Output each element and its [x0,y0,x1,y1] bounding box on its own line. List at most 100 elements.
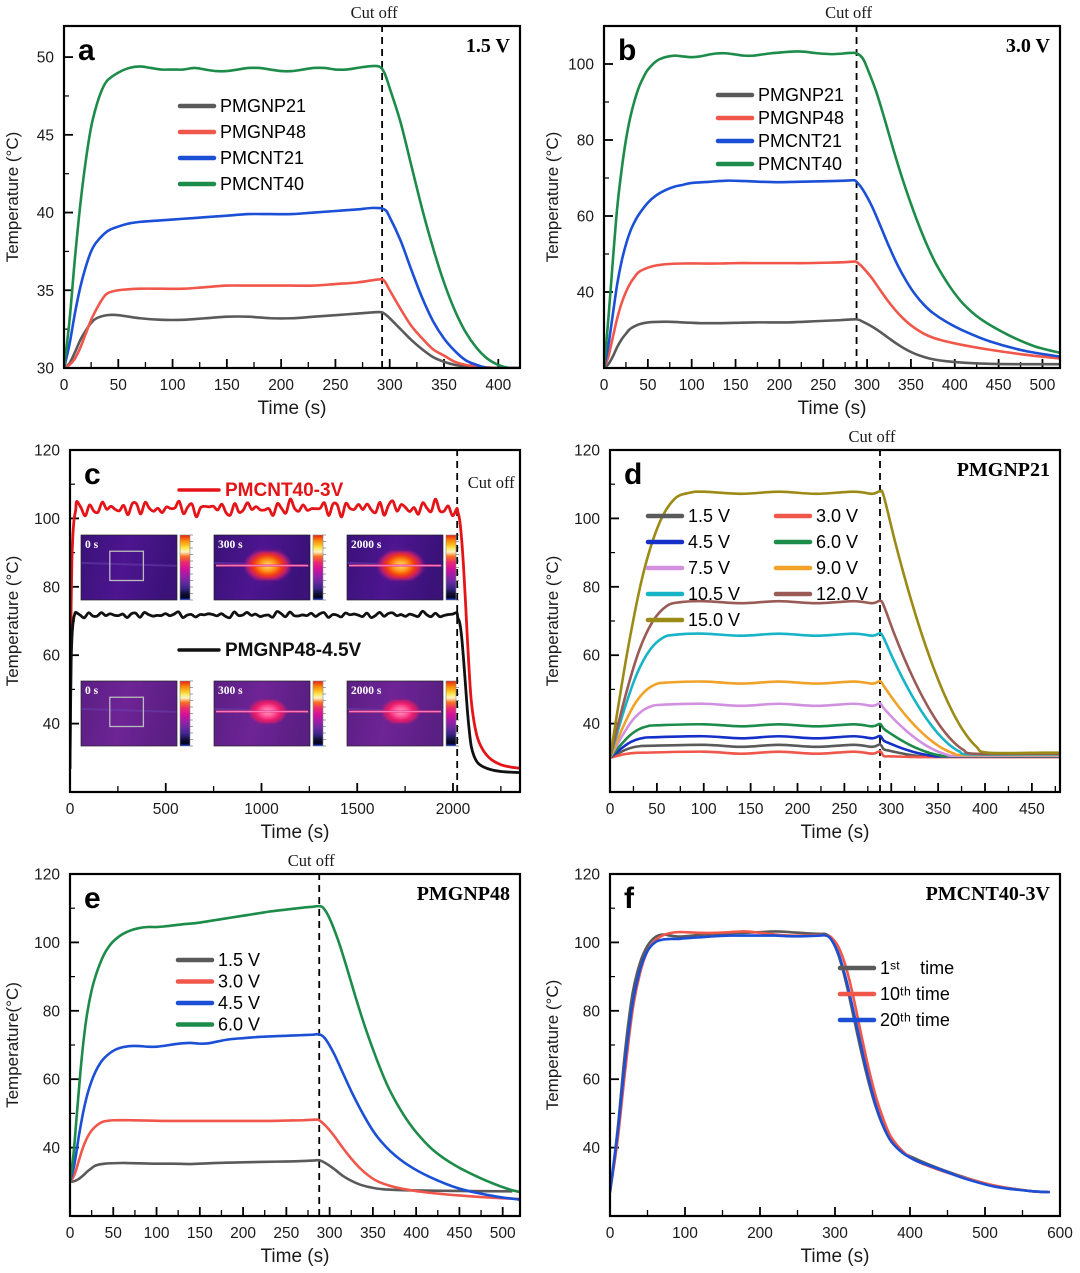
svg-text:PMCNT40: PMCNT40 [220,174,304,194]
svg-text:4.5 V: 4.5 V [688,532,730,552]
svg-text:80: 80 [583,1003,601,1020]
svg-text:1500: 1500 [340,801,375,818]
svg-text:60: 60 [577,209,595,226]
svg-text:6.0 V: 6.0 V [816,532,858,552]
svg-text:400: 400 [972,801,998,818]
svg-text:400: 400 [942,377,968,394]
svg-text:PMCNT40-3V: PMCNT40-3V [225,480,344,501]
svg-text:0: 0 [606,1225,615,1242]
svg-text:300 s: 300 s [218,539,243,551]
svg-text:Cut off: Cut off [849,427,896,446]
svg-text:400: 400 [897,1225,923,1242]
svg-text:a: a [78,34,95,67]
svg-text:200: 200 [230,1225,256,1242]
svg-text:1.5 V: 1.5 V [218,950,260,970]
svg-text:50: 50 [639,377,657,394]
svg-text:40: 40 [583,716,601,733]
svg-text:40: 40 [577,285,595,302]
svg-text:0: 0 [606,801,615,818]
svg-text:60: 60 [583,648,601,665]
svg-text:1.5 V: 1.5 V [688,506,730,526]
svg-text:200: 200 [766,377,792,394]
svg-text:150: 150 [738,801,764,818]
svg-text:40: 40 [43,1140,61,1157]
svg-text:15.0 V: 15.0 V [688,610,740,630]
svg-text:Cut off: Cut off [288,851,335,870]
svg-text:Cut off: Cut off [351,3,398,22]
svg-text:4.5 V: 4.5 V [218,993,260,1013]
svg-text:c: c [84,458,101,491]
svg-text:Time (s): Time (s) [261,822,330,843]
svg-text:300 s: 300 s [218,685,243,697]
svg-text:100: 100 [574,935,600,952]
svg-text:2000: 2000 [436,801,471,818]
svg-text:PMGNP48: PMGNP48 [758,108,844,128]
svg-text:PMCNT40-3V: PMCNT40-3V [926,883,1051,905]
svg-text:3.0 V: 3.0 V [1006,35,1051,57]
svg-text:40: 40 [583,1140,601,1157]
svg-text:0: 0 [66,1225,75,1242]
svg-text:10.5 V: 10.5 V [688,584,740,604]
svg-text:35: 35 [37,283,54,300]
svg-text:1.5 V: 1.5 V [466,35,511,57]
svg-text:b: b [618,34,636,67]
svg-text:500: 500 [1030,377,1056,394]
svg-text:1ˢᵗ time: 1ˢᵗ time [880,958,954,978]
svg-text:Temperature(°C): Temperature(°C) [3,982,22,1108]
svg-text:60: 60 [43,648,61,665]
svg-text:50: 50 [648,801,666,818]
svg-text:Time (s): Time (s) [801,1246,870,1267]
svg-text:60: 60 [583,1072,601,1089]
svg-text:80: 80 [577,133,595,150]
svg-text:PMCNT21: PMCNT21 [220,148,304,168]
svg-text:Time (s): Time (s) [258,398,327,419]
svg-text:e: e [84,882,101,915]
svg-text:d: d [624,458,642,491]
svg-text:40: 40 [37,205,55,222]
svg-text:9.0 V: 9.0 V [816,558,858,578]
svg-text:0: 0 [600,377,609,394]
svg-text:200: 200 [747,1225,773,1242]
svg-text:100: 100 [574,511,600,528]
svg-text:Cut off: Cut off [468,473,515,492]
svg-text:300: 300 [822,1225,848,1242]
svg-text:300: 300 [317,1225,343,1242]
svg-text:50: 50 [105,1225,123,1242]
svg-text:400: 400 [403,1225,429,1242]
svg-text:300: 300 [854,377,880,394]
svg-text:60: 60 [43,1072,61,1089]
svg-text:100: 100 [691,801,717,818]
svg-text:450: 450 [1019,801,1045,818]
svg-text:120: 120 [574,867,600,884]
svg-text:Time (s): Time (s) [261,1246,330,1267]
svg-text:PMCNT21: PMCNT21 [758,131,842,151]
svg-text:Time (s): Time (s) [801,822,870,843]
svg-text:350: 350 [431,377,457,394]
svg-text:150: 150 [187,1225,213,1242]
svg-text:Temperature (°C): Temperature (°C) [543,980,562,1111]
svg-text:1000: 1000 [244,801,279,818]
svg-text:3.0 V: 3.0 V [816,506,858,526]
svg-text:250: 250 [810,377,836,394]
svg-text:0 s: 0 s [85,685,99,697]
svg-text:Temperature (°C): Temperature (°C) [543,556,562,687]
svg-text:150: 150 [723,377,749,394]
svg-text:Temperature (°C): Temperature (°C) [543,132,562,263]
svg-text:500: 500 [153,801,179,818]
svg-text:300: 300 [377,377,403,394]
svg-text:Cut off: Cut off [825,3,872,22]
svg-text:50: 50 [37,50,55,67]
svg-text:7.5 V: 7.5 V [688,558,730,578]
svg-text:12.0 V: 12.0 V [816,584,868,604]
svg-text:450: 450 [446,1225,472,1242]
svg-text:250: 250 [322,377,348,394]
svg-text:350: 350 [925,801,951,818]
svg-text:20ᵗʰ time: 20ᵗʰ time [880,1010,950,1030]
svg-text:6.0 V: 6.0 V [218,1015,260,1035]
svg-text:250: 250 [273,1225,299,1242]
svg-text:50: 50 [110,377,128,394]
svg-text:100: 100 [144,1225,170,1242]
svg-text:100: 100 [34,511,60,528]
svg-text:100: 100 [568,57,594,74]
svg-text:450: 450 [986,377,1012,394]
